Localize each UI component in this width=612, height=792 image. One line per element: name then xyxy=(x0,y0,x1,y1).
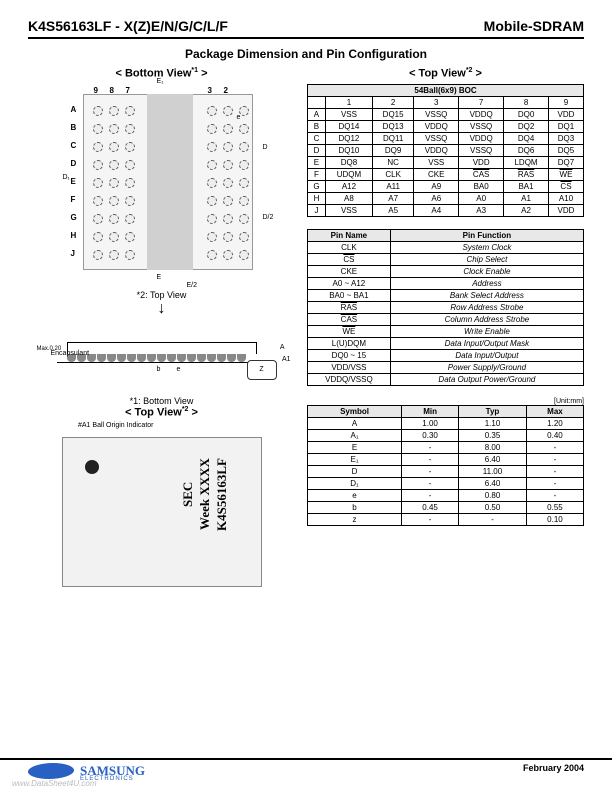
top-view-label-2: < Top View*2 > xyxy=(28,406,295,419)
arrow-down-icon: ↓ xyxy=(28,300,295,318)
left-column: < Bottom View*1 > ABCDEFGHJ98732 E₁ D D/… xyxy=(28,67,295,587)
bottom-view-note: *1: Bottom View xyxy=(28,396,295,406)
side-view-diagram: Z Encapsulant Max.0.20 A A1 b e xyxy=(47,322,277,392)
boc-table: 54Ball(6x9) BOC 123789AVSSDQ15VSSQVDDQDQ… xyxy=(307,84,584,217)
a1-indicator-label: #A1 Ball Origin Indicator xyxy=(78,422,295,429)
right-column: < Top View*2 > 54Ball(6x9) BOC 123789AVS… xyxy=(307,67,584,587)
marking-diagram: SEC Week XXXX K4S56163LF xyxy=(62,437,262,587)
top-view-note: *2: Top View xyxy=(28,290,295,300)
dimensions-table: SymbolMinTypMax A1.001.101.20A₁0.300.350… xyxy=(307,405,584,526)
top-view-label: < Top View*2 > xyxy=(307,67,584,80)
unit-label: [Unit:mm] xyxy=(307,398,584,405)
part-number: K4S56163LF - X(Z)E/N/G/C/L/F xyxy=(28,18,228,34)
product-type: Mobile-SDRAM xyxy=(484,18,584,34)
watermark: www.DataSheet4U.com xyxy=(12,779,96,788)
pin-function-table: Pin NamePin Function CLKSystem ClockCSCh… xyxy=(307,229,584,386)
footer-date: February 2004 xyxy=(523,763,584,782)
page-title: Package Dimension and Pin Configuration xyxy=(28,47,584,61)
bga-diagram: ABCDEFGHJ98732 E₁ D D/2 D₁ e E E/2 xyxy=(57,84,267,284)
